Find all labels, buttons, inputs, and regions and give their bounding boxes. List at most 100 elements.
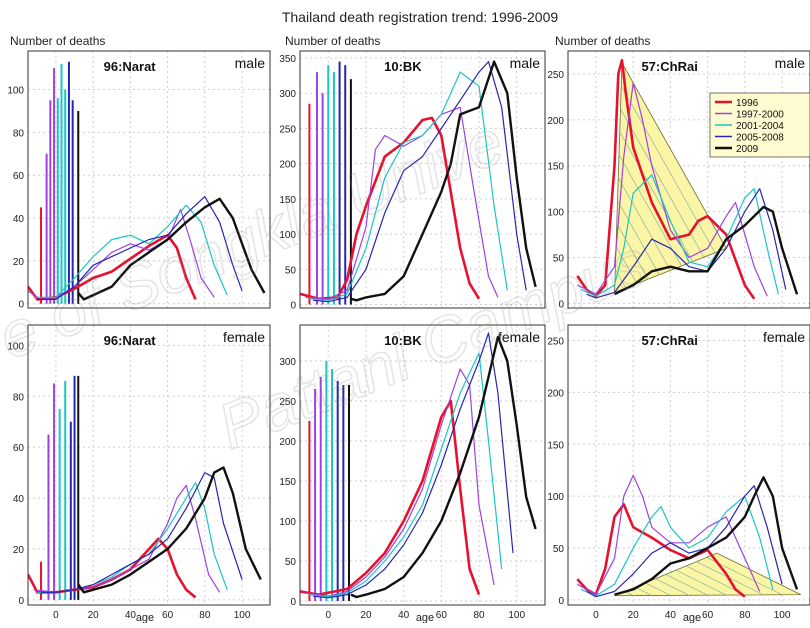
y-tick-label: 20 xyxy=(13,545,25,556)
series-line-2005-2008 xyxy=(41,472,243,593)
legend-label: 2009 xyxy=(736,144,759,155)
panel-frame xyxy=(567,50,810,309)
panel-title: 57:ChRai xyxy=(641,333,697,348)
panel-title: 10:BK xyxy=(384,59,422,74)
y-tick-label: 100 xyxy=(279,517,296,528)
y-tick-label: 250 xyxy=(279,124,296,135)
hatch-line xyxy=(615,246,638,284)
plot-area xyxy=(28,375,262,600)
panel-sex-label: female xyxy=(223,329,265,345)
plot-area xyxy=(300,60,537,305)
y-tick-label: 100 xyxy=(279,230,296,241)
series-line-1997-2000 xyxy=(305,106,499,300)
y-tick-label: 100 xyxy=(7,86,24,97)
y-tick-label: 60 xyxy=(13,443,25,454)
x-label-col2: age xyxy=(416,612,434,623)
x-tick-label: 40 xyxy=(398,610,410,621)
panel-sex-label: male xyxy=(775,55,806,71)
y-tick-label: 50 xyxy=(285,265,297,276)
series-line-2005-2008 xyxy=(313,332,514,599)
panel-sex-label: female xyxy=(763,329,805,345)
x-tick-label: 100 xyxy=(774,610,791,621)
x-tick-label: 20 xyxy=(628,610,640,621)
panel-frame xyxy=(567,324,810,606)
panel-title: 57:ChRai xyxy=(641,59,697,74)
y-tick-label: 250 xyxy=(547,337,564,348)
legend-label: 2001-2004 xyxy=(736,121,784,132)
series-line-2009 xyxy=(77,466,262,594)
y-tick-label: 200 xyxy=(547,388,564,399)
x-tick-label: 40 xyxy=(125,610,137,621)
y-tick-label: 250 xyxy=(279,397,296,408)
panel-sex-label: male xyxy=(510,55,541,71)
panel-title: 10:BK xyxy=(384,333,422,348)
y-tick-label: 350 xyxy=(279,54,296,65)
panel-frame xyxy=(27,324,271,606)
panel-frame xyxy=(27,50,271,309)
hatch-line xyxy=(620,85,716,253)
x-label-col3: age xyxy=(683,612,701,623)
y-tick-label: 0 xyxy=(558,596,564,607)
y-tick-label: 150 xyxy=(547,162,564,173)
y-tick-label: 20 xyxy=(13,257,25,268)
y-label-col3: Number of deaths xyxy=(555,34,650,48)
y-tick-label: 80 xyxy=(13,392,25,403)
y-tick-label: 100 xyxy=(7,341,24,352)
hatch-line xyxy=(645,582,671,596)
series-line-2005-2008 xyxy=(313,61,527,303)
hatch-line xyxy=(675,569,727,596)
x-tick-label: 100 xyxy=(234,610,251,621)
figure-title: Thailand death registration trend: 1996-… xyxy=(282,9,559,25)
panel-sex-label: female xyxy=(498,329,540,345)
x-tick-label: 0 xyxy=(593,610,599,621)
panel-title: 96:Narat xyxy=(104,59,157,74)
hatch-line xyxy=(618,154,682,267)
y-tick-label: 50 xyxy=(553,254,565,265)
y-tick-label: 300 xyxy=(279,357,296,368)
x-tick-label: 60 xyxy=(162,610,174,621)
x-tick-label: 80 xyxy=(473,610,485,621)
y-tick-label: 0 xyxy=(290,597,296,608)
hatch-line xyxy=(617,177,671,271)
y-tick-label: 250 xyxy=(547,70,564,81)
y-tick-label: 80 xyxy=(13,128,25,139)
series-line-2005-2008 xyxy=(586,188,787,299)
x-tick-label: 60 xyxy=(702,610,714,621)
y-tick-label: 200 xyxy=(279,437,296,448)
y-tick-label: 40 xyxy=(13,494,25,505)
series-line-2005-2008 xyxy=(586,485,783,598)
y-tick-label: 200 xyxy=(279,160,296,171)
y-tick-label: 40 xyxy=(13,214,25,225)
series-line-2001-2004 xyxy=(580,174,779,297)
series-line-1997-2000 xyxy=(305,368,495,597)
y-tick-label: 50 xyxy=(553,544,565,555)
hatch-line xyxy=(619,131,694,262)
series-line-2009 xyxy=(350,335,537,599)
y-tick-label: 0 xyxy=(558,299,564,310)
y-tick-label: 0 xyxy=(18,596,24,607)
legend-label: 1996 xyxy=(736,98,759,109)
x-tick-label: 80 xyxy=(739,610,751,621)
plot-area xyxy=(576,474,801,598)
plot-area xyxy=(28,61,266,304)
x-tick-label: 20 xyxy=(360,610,372,621)
x-tick-label: 100 xyxy=(508,610,525,621)
panel-1: 0 20 40 60 80 100 96:Narat male xyxy=(7,50,271,311)
x-tick-label: 0 xyxy=(325,610,331,621)
x-tick-label: 40 xyxy=(665,610,677,621)
hatch-line xyxy=(634,586,652,596)
y-tick-label: 100 xyxy=(547,492,564,503)
y-tick-label: 100 xyxy=(547,208,564,219)
y-tick-label: 0 xyxy=(18,300,24,311)
y-label-col2: Number of deaths xyxy=(285,34,380,48)
hatch-line xyxy=(655,578,690,596)
x-tick-label: 0 xyxy=(53,610,59,621)
panel-frame xyxy=(299,50,546,309)
hatch-line xyxy=(616,223,649,280)
series-line-1996 xyxy=(300,399,481,596)
series-line-2001-2004 xyxy=(33,204,228,298)
